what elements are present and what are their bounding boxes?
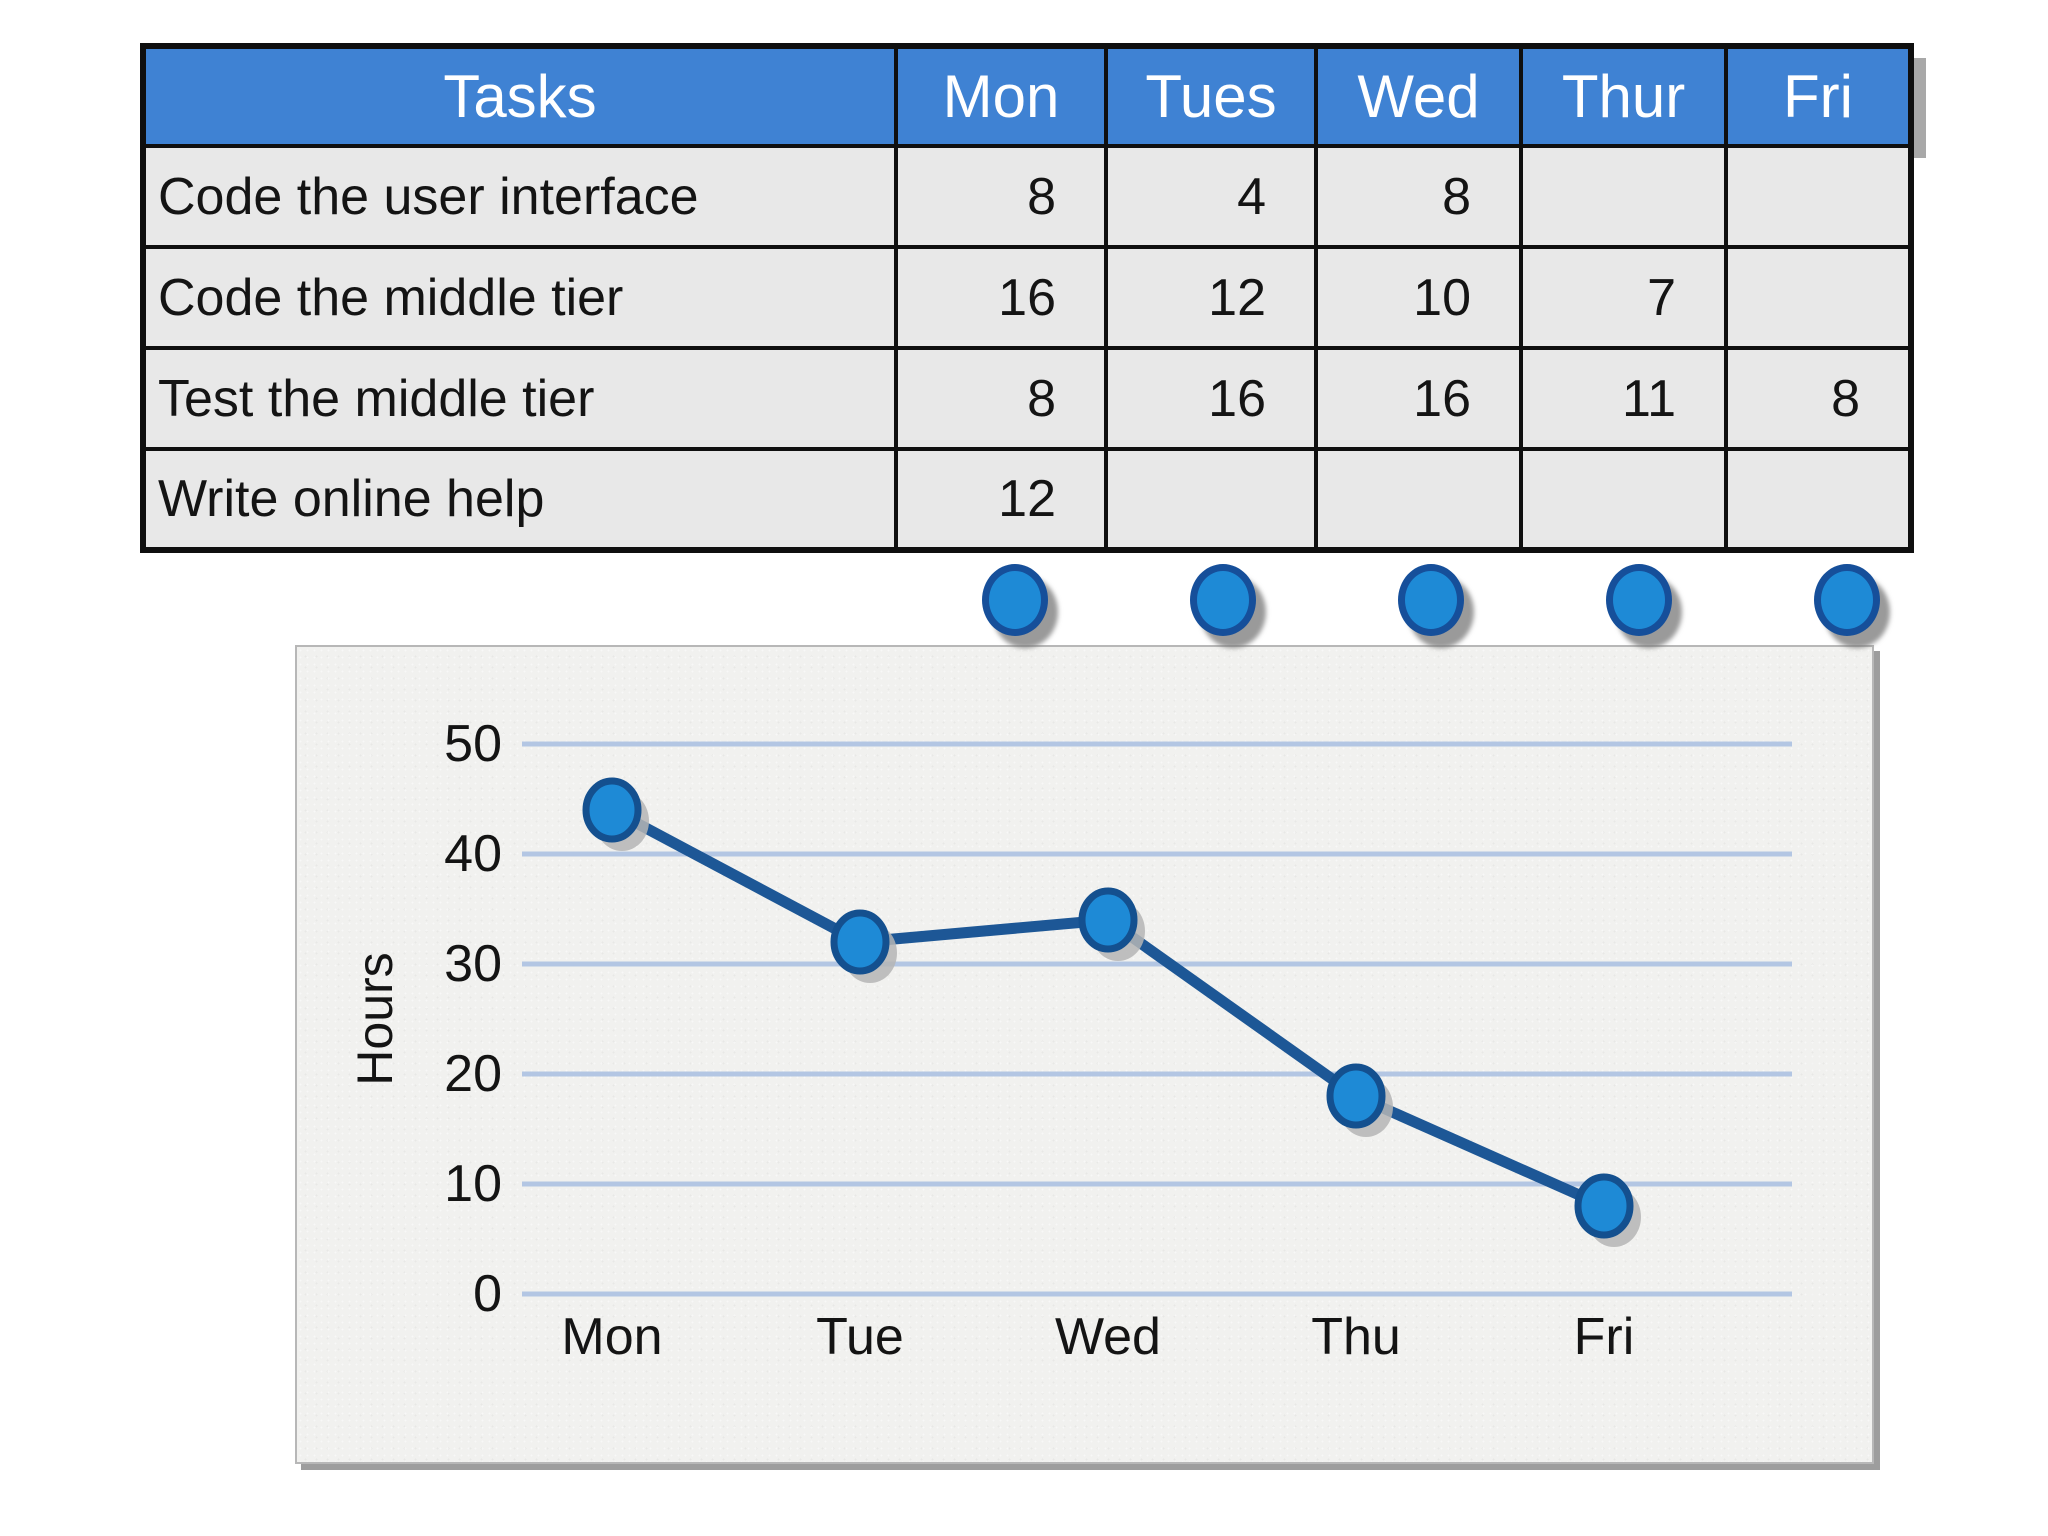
hours-cell (1724, 447, 1913, 552)
hours-cell (1724, 245, 1913, 350)
task-name-cell: Test the middle tier (141, 346, 898, 451)
data-point-marker (1326, 1063, 1386, 1129)
x-tick-label: Fri (1574, 1308, 1635, 1366)
hours-cell: 10 (1314, 245, 1523, 350)
hours-cell: 12 (1104, 245, 1318, 350)
hours-cell (1724, 144, 1913, 249)
table-row: Write online help 12 (141, 447, 1913, 552)
hours-cell: 8 (1724, 346, 1913, 451)
hours-cell (1104, 447, 1318, 552)
hours-line-chart: 0 10 20 30 40 50 Hours Mon Tue Wed Thu Fri (295, 645, 1874, 1464)
hours-cell: 16 (1104, 346, 1318, 451)
y-tick-label: 50 (444, 715, 502, 773)
day-marker-dot (1606, 564, 1672, 636)
data-point-marker (1574, 1173, 1634, 1239)
day-column-header: Fri (1724, 44, 1913, 148)
data-point-marker (830, 909, 890, 975)
day-marker-dot (982, 564, 1048, 636)
table-row: Code the middle tier 16 12 10 7 (141, 245, 1913, 350)
day-marker-dot (1190, 564, 1256, 636)
day-column-header: Mon (894, 44, 1108, 148)
task-name-cell: Code the user interface (141, 144, 898, 249)
hours-cell: 8 (894, 144, 1108, 249)
chart-svg: 0 10 20 30 40 50 Hours Mon Tue Wed Thu Fri (347, 715, 1792, 1366)
day-marker-dot (1814, 564, 1880, 636)
hours-cell: 16 (894, 245, 1108, 350)
hours-cell: 11 (1519, 346, 1728, 451)
series-line (606, 804, 1610, 1212)
x-tick-label: Tue (816, 1308, 904, 1366)
hours-cell: 8 (894, 346, 1108, 451)
hours-cell (1314, 447, 1523, 552)
table-header-row: Tasks Mon Tues Wed Thur Fri (141, 44, 1913, 148)
y-tick-label: 10 (444, 1155, 502, 1213)
y-tick-label: 0 (473, 1265, 502, 1323)
day-marker-dot (1398, 564, 1464, 636)
hours-cell (1519, 447, 1728, 552)
hours-cell: 12 (894, 447, 1108, 552)
y-axis-title: Hours (347, 952, 403, 1085)
y-tick-label: 30 (444, 935, 502, 993)
day-column-header: Wed (1314, 44, 1523, 148)
hours-cell: 16 (1314, 346, 1523, 451)
day-column-header: Thur (1519, 44, 1728, 148)
day-column-header: Tues (1104, 44, 1318, 148)
y-tick-label: 20 (444, 1045, 502, 1103)
data-point-marker (1078, 887, 1138, 953)
task-hours-table: Tasks Mon Tues Wed Thur Fri Code the user int… (140, 43, 1914, 553)
hours-cell (1519, 144, 1728, 249)
x-tick-label: Wed (1055, 1308, 1161, 1366)
task-name-cell: Write online help (141, 447, 898, 552)
table-row: Test the middle tier 8 16 16 11 8 (141, 346, 1913, 451)
x-tick-label: Thu (1311, 1308, 1401, 1366)
hours-cell: 8 (1314, 144, 1523, 249)
hours-cell: 7 (1519, 245, 1728, 350)
table-row: Code the user interface 8 4 8 (141, 144, 1913, 249)
tasks-column-header: Tasks (141, 44, 898, 148)
y-tick-label: 40 (444, 825, 502, 883)
task-name-cell: Code the middle tier (141, 245, 898, 350)
hours-cell: 4 (1104, 144, 1318, 249)
data-point-marker (582, 777, 642, 843)
x-tick-label: Mon (561, 1308, 662, 1366)
